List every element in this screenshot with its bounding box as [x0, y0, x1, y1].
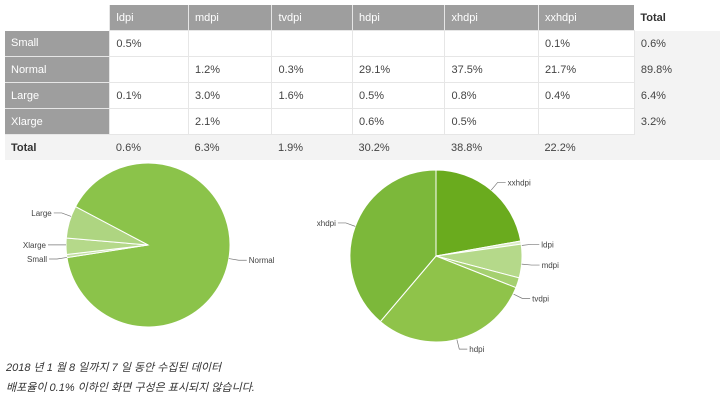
pie-slice-label: Xlarge	[23, 241, 47, 250]
pie-slice-label: Large	[31, 209, 52, 218]
row-header: Large	[5, 82, 110, 109]
table-cell	[271, 30, 353, 57]
pie-leader-line	[337, 222, 356, 227]
pie-slice-label: tvdpi	[532, 294, 549, 303]
caption-line-1: 2018 년 1 월 8 일까지 7 일 동안 수집된 데이터	[6, 362, 222, 374]
row-total: 89.8%	[634, 56, 720, 83]
table-cell: 2.1%	[187, 108, 273, 135]
table-cell: 0.6%	[351, 108, 446, 135]
table-cell	[109, 56, 189, 83]
table-cell: 0.5%	[444, 108, 539, 135]
pie-slice-label: hdpi	[469, 345, 484, 354]
column-header: mdpi	[187, 5, 272, 31]
pie-slice	[65, 205, 149, 246]
table-total-row: Total 0.6% 6.3% 1.9% 30.2% 38.8% 22.2%	[5, 134, 720, 160]
table-cell	[351, 30, 446, 57]
column-header: hdpi	[351, 5, 445, 31]
density-table: ldpi mdpi tvdpi hdpi xhdpi xxhdpi Total …	[5, 5, 720, 160]
table-cell: 0.1%	[537, 30, 635, 57]
column-header: xxhdpi	[537, 5, 635, 31]
total-cell: 6.3%	[188, 134, 272, 160]
table-row: Small 0.5% 0.1% 0.6%	[5, 30, 720, 57]
pie-leader-line	[521, 263, 540, 266]
table-cell	[271, 108, 353, 135]
row-header: Normal	[5, 56, 110, 83]
pie-slice-label: mdpi	[542, 261, 560, 270]
table-cell: 29.1%	[351, 56, 446, 83]
row-total: 6.4%	[634, 82, 720, 109]
pie-leader-line	[49, 257, 68, 260]
table-row: Large 0.1% 3.0% 1.6% 0.5% 0.8% 0.4% 6.4%	[5, 82, 720, 109]
pie-leader-line	[53, 212, 72, 217]
pie-slice-label: xxhdpi	[508, 178, 531, 187]
column-header: xhdpi	[444, 5, 539, 31]
table-row: Xlarge 2.1% 0.6% 0.5% 3.2%	[5, 108, 720, 135]
table-cell	[444, 30, 539, 57]
pie-slice-label: xhdpi	[317, 219, 336, 228]
row-total: 0.6%	[634, 30, 720, 57]
pie-leader-line	[490, 182, 506, 191]
pie-leader-line	[456, 339, 468, 350]
pie-leader-line	[228, 258, 247, 261]
total-cell: 22.2%	[538, 134, 635, 160]
table-cell: 37.5%	[444, 56, 539, 83]
row-header: Small	[5, 30, 110, 57]
pie-leader-line	[513, 293, 531, 299]
pie-slice-label: Normal	[249, 256, 275, 265]
pie-slice-label: Small	[27, 255, 47, 264]
table-cell: 0.5%	[109, 30, 189, 57]
caption-line-2: 배포율이 0.1% 이하인 화면 구성은 표시되지 않습니다.	[6, 382, 255, 394]
column-header: ldpi	[109, 5, 189, 31]
pie-leader-line	[521, 243, 540, 246]
table-cell: 0.8%	[444, 82, 539, 109]
table-cell	[109, 108, 189, 135]
pie-slice-label: ldpi	[541, 240, 554, 249]
table-cell	[537, 108, 635, 135]
column-header: tvdpi	[271, 5, 353, 31]
table-row: Normal 1.2% 0.3% 29.1% 37.5% 21.7% 89.8%	[5, 56, 720, 83]
table-cell	[187, 30, 273, 57]
table-cell: 0.5%	[351, 82, 446, 109]
row-header: Xlarge	[5, 108, 110, 135]
column-header-total: Total	[634, 5, 720, 31]
total-cell: 1.9%	[271, 134, 353, 160]
row-total: 3.2%	[634, 108, 720, 135]
table-corner	[5, 5, 111, 31]
total-cell: 0.6%	[109, 134, 189, 160]
total-row-label: Total	[5, 134, 110, 160]
total-cell: 30.2%	[352, 134, 445, 160]
total-cell: 38.8%	[444, 134, 539, 160]
table-header-row: ldpi mdpi tvdpi hdpi xhdpi xxhdpi Total	[5, 5, 720, 31]
total-cell	[634, 134, 720, 160]
